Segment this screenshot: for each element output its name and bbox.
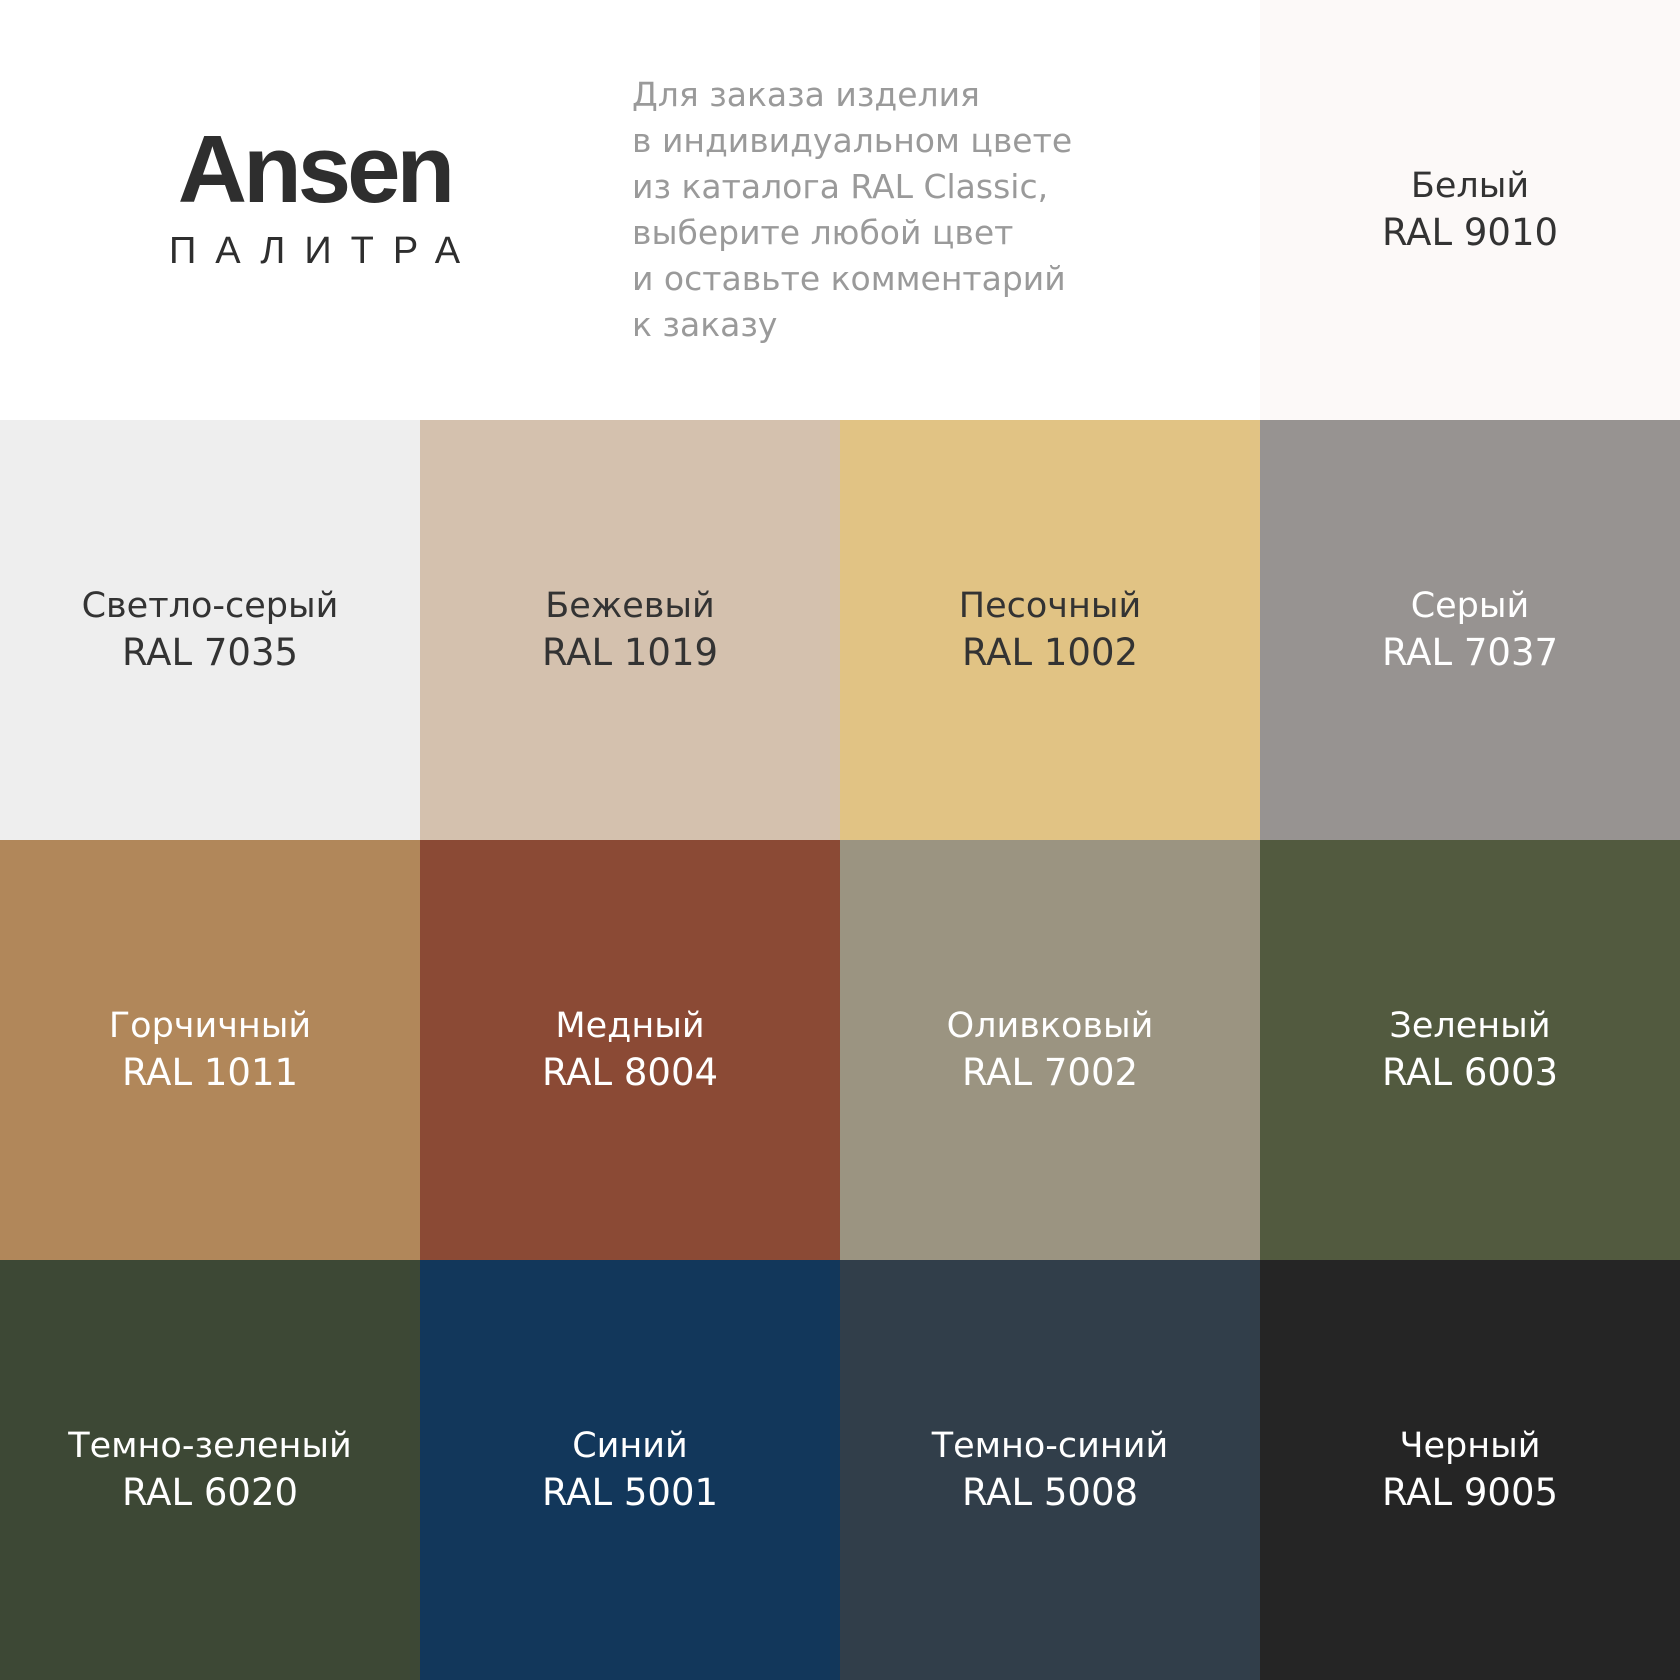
color-swatch: Бежевый RAL 1019: [420, 420, 840, 840]
swatch-name: Горчичный: [108, 1006, 312, 1046]
description: Для заказа изделия в индивидуальном цвет…: [632, 72, 1152, 348]
color-swatch: Светло-серый RAL 7035: [0, 420, 420, 840]
description-line: выберите любой цвет: [632, 213, 1014, 252]
swatch-name: Белый: [1410, 166, 1530, 206]
swatch-name: Темно-зеленый: [68, 1426, 352, 1466]
swatch-code: RAL 1011: [121, 1051, 299, 1094]
color-swatch: Темно-синий RAL 5008: [840, 1260, 1260, 1680]
swatch-name: Оливковый: [946, 1006, 1154, 1046]
swatch-code: RAL 5001: [541, 1471, 719, 1514]
color-swatch: Песочный RAL 1002: [840, 420, 1260, 840]
description-line: Для заказа изделия: [632, 75, 980, 114]
swatch-name: Зеленый: [1389, 1006, 1551, 1046]
swatch-code: RAL 6020: [121, 1471, 299, 1514]
description-line: из каталога RAL Classic,: [632, 167, 1049, 206]
swatch-name: Синий: [572, 1426, 688, 1466]
swatch-code: RAL 8004: [541, 1051, 719, 1094]
color-swatch: Горчичный RAL 1011: [0, 840, 420, 1260]
swatch-name: Песочный: [958, 586, 1142, 626]
description-line: и оставьте комментарий: [632, 259, 1066, 298]
swatch-code: RAL 7035: [121, 631, 299, 674]
swatch-code: RAL 6003: [1381, 1051, 1559, 1094]
swatch-name: Черный: [1399, 1426, 1541, 1466]
swatch-code: RAL 1019: [541, 631, 719, 674]
color-swatch: Зеленый RAL 6003: [1260, 840, 1680, 1260]
swatch-name: Серый: [1410, 586, 1530, 626]
header: Ansen ПАЛИТРА Для заказа изделия в индив…: [0, 0, 1260, 420]
color-swatch: Серый RAL 7037: [1260, 420, 1680, 840]
swatch-code: RAL 9010: [1381, 211, 1559, 254]
color-swatch: Синий RAL 5001: [420, 1260, 840, 1680]
swatch-name: Светло-серый: [81, 586, 339, 626]
color-swatch: Черный RAL 9005: [1260, 1260, 1680, 1680]
swatch-name: Бежевый: [545, 586, 715, 626]
swatch-code: RAL 1002: [961, 631, 1139, 674]
description-line: к заказу: [632, 305, 778, 344]
color-swatch: Темно-зеленый RAL 6020: [0, 1260, 420, 1680]
color-swatch: Оливковый RAL 7002: [840, 840, 1260, 1260]
swatch-name: Медный: [555, 1006, 705, 1046]
description-line: в индивидуальном цвете: [632, 121, 1073, 160]
logo-subtitle: ПАЛИТРА: [168, 230, 480, 272]
color-swatch: Медный RAL 8004: [420, 840, 840, 1260]
swatch-name: Темно-синий: [931, 1426, 1169, 1466]
swatch-code: RAL 5008: [961, 1471, 1139, 1514]
swatch-code: RAL 7037: [1381, 631, 1559, 674]
swatch-code: RAL 9005: [1381, 1471, 1559, 1514]
logo-brand: Ansen: [177, 116, 455, 223]
color-swatch: Белый RAL 9010: [1260, 0, 1680, 420]
ansen-logo: Ansen ПАЛИТРА: [162, 120, 467, 273]
swatch-code: RAL 7002: [961, 1051, 1139, 1094]
